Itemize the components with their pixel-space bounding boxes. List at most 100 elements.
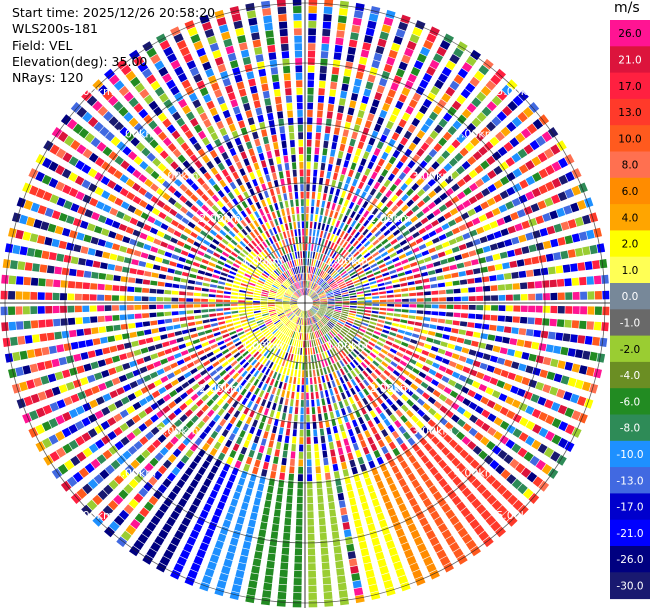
range-gate	[438, 233, 447, 241]
range-gate	[152, 264, 161, 271]
range-gate	[193, 124, 203, 134]
range-gate	[232, 198, 239, 206]
range-gate	[265, 268, 272, 275]
range-gate	[119, 409, 129, 419]
range-gate	[298, 228, 301, 236]
range-gate	[193, 304, 201, 308]
range-gate	[268, 304, 275, 307]
range-gate	[35, 407, 46, 418]
range-gate	[387, 352, 395, 359]
range-gate	[474, 432, 484, 442]
range-gate	[173, 247, 182, 254]
range-gate	[136, 241, 145, 249]
range-gate	[342, 241, 348, 248]
range-gate	[270, 67, 279, 75]
range-gate	[298, 258, 301, 266]
range-gate	[421, 425, 430, 434]
range-gate	[308, 236, 312, 244]
range-gate	[480, 469, 491, 480]
range-gate	[358, 541, 368, 550]
range-gate	[471, 259, 479, 266]
range-gate	[157, 112, 168, 122]
range-gate	[447, 470, 457, 481]
range-gate	[126, 405, 136, 415]
range-gate	[322, 405, 327, 413]
range-gate	[557, 404, 568, 415]
range-gate	[416, 298, 424, 302]
range-gate	[293, 275, 297, 282]
range-gate	[411, 479, 421, 489]
range-gate	[431, 297, 439, 302]
range-gate	[318, 337, 323, 345]
range-gate	[307, 503, 314, 511]
range-gate	[500, 469, 511, 480]
range-gate	[237, 255, 244, 262]
range-gate	[516, 339, 525, 347]
range-gate	[286, 495, 293, 503]
range-gate	[314, 267, 318, 275]
range-gate	[432, 362, 440, 369]
range-gate	[553, 252, 562, 261]
range-gate	[197, 220, 206, 228]
range-gate	[23, 320, 31, 330]
range-gate	[398, 425, 407, 434]
range-gate	[248, 519, 256, 528]
range-gate	[240, 446, 248, 455]
colorbar-bin	[610, 46, 650, 74]
range-gate	[298, 317, 301, 325]
range-gate	[377, 158, 385, 167]
range-gate	[331, 380, 336, 388]
range-gate	[282, 317, 288, 323]
range-gate	[282, 273, 287, 280]
range-gate	[268, 344, 274, 351]
range-gate	[60, 305, 67, 313]
range-gate	[156, 175, 166, 185]
range-gate	[375, 356, 383, 363]
range-gate	[466, 122, 477, 133]
colorbar-tick-label: 4.0	[622, 212, 639, 224]
range-gate	[146, 235, 155, 243]
range-gate	[343, 160, 350, 168]
range-gate	[338, 98, 346, 106]
range-gate	[227, 406, 235, 415]
range-gate	[16, 276, 24, 285]
range-gate	[243, 134, 251, 143]
range-gate	[392, 447, 401, 457]
range-gate	[314, 331, 318, 339]
range-gate	[194, 286, 202, 291]
range-gate	[314, 276, 319, 283]
range-gate	[373, 147, 381, 157]
range-gate	[336, 204, 342, 212]
range-gate	[253, 162, 260, 171]
range-gate	[577, 396, 587, 407]
range-gate	[354, 426, 361, 435]
range-gate	[101, 190, 111, 200]
range-gate	[514, 223, 523, 232]
range-gate	[219, 127, 228, 137]
range-gate	[467, 322, 475, 328]
range-gate	[254, 551, 263, 560]
range-gate	[320, 299, 328, 302]
range-gate	[456, 501, 467, 512]
range-gate	[287, 413, 292, 421]
range-gate	[292, 600, 302, 608]
range-gate	[356, 311, 364, 315]
range-gate	[153, 379, 163, 387]
range-gate	[306, 147, 312, 154]
range-gate	[91, 271, 99, 279]
range-gate	[310, 251, 313, 259]
range-gate	[138, 423, 148, 432]
range-gate	[436, 155, 445, 165]
range-gate	[333, 402, 339, 411]
range-gate	[589, 244, 598, 255]
range-gate	[275, 411, 281, 419]
range-gate	[297, 124, 303, 132]
range-gate	[322, 148, 328, 156]
range-gate	[353, 587, 364, 596]
range-gate	[307, 288, 310, 296]
range-gate	[331, 284, 338, 289]
range-gate	[283, 405, 288, 413]
range-gate	[503, 326, 512, 334]
range-gate	[364, 303, 372, 306]
range-gate	[373, 270, 381, 276]
